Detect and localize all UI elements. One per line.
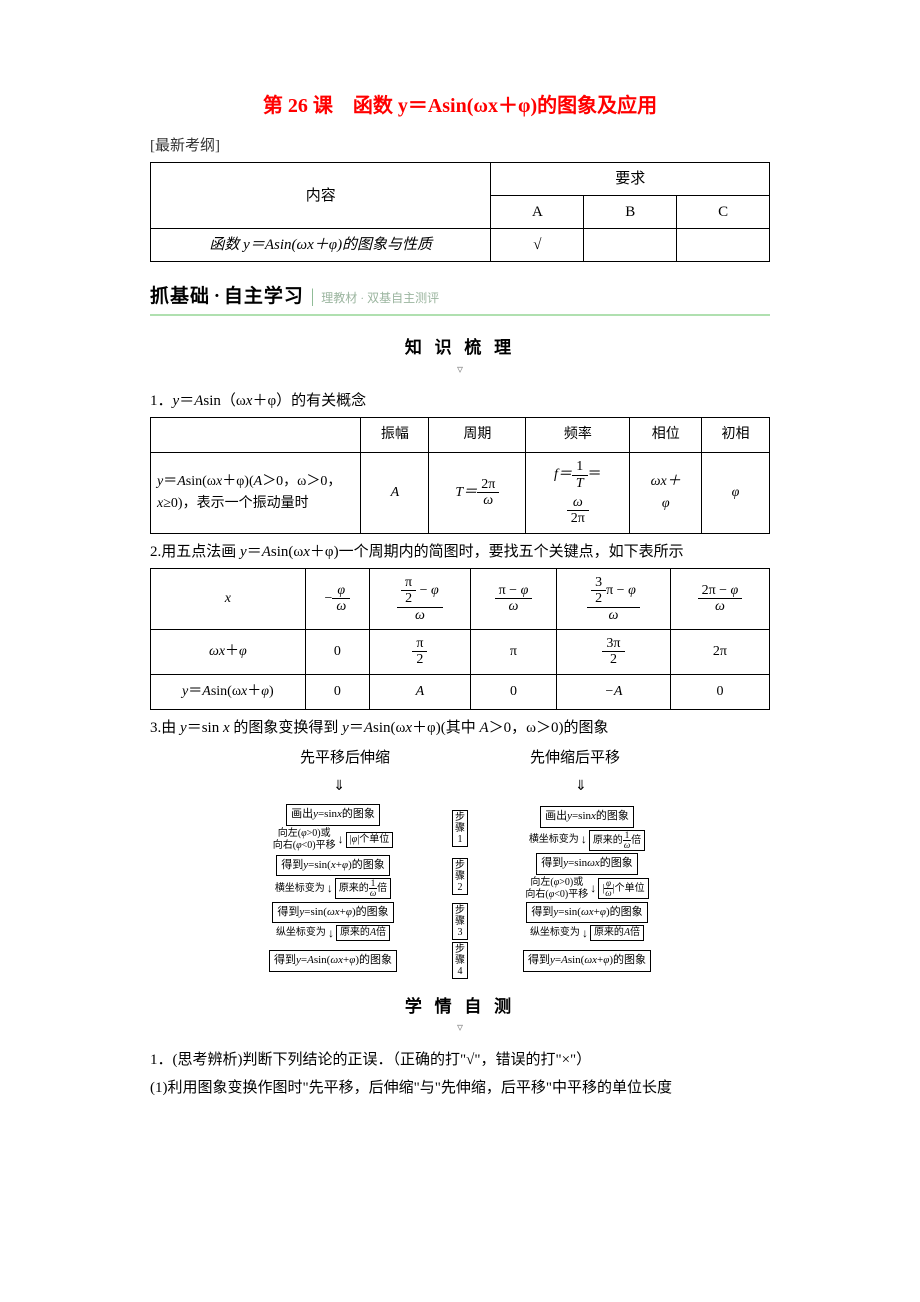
fp-r1-c5: 2π − φω <box>670 568 769 629</box>
concept-intro: 1．y＝Asin（ωx＋φ）的有关概念 <box>150 389 770 413</box>
fp-r2-c2: π2 <box>369 629 470 674</box>
flow-right-b2: 得到y=sin ωx的图象 <box>536 853 638 875</box>
concept-phase: ωx＋φ <box>630 453 702 534</box>
flow-left-b3: 得到y=sin(ωx+φ)的图象 <box>272 902 393 924</box>
flow-left-b2: 得到y=sin(x+φ)的图象 <box>276 855 389 877</box>
concept-h4: 相位 <box>630 417 702 452</box>
req-col-content: 内容 <box>151 163 491 229</box>
flow-left-n1box: |φ|个单位 <box>346 832 394 848</box>
step-2: 步骤2 <box>452 858 468 895</box>
req-mark-c <box>677 229 770 262</box>
flow-right-n1box: 原来的1ω倍 <box>589 830 645 851</box>
section-bar: 抓基础 · 自主学习 | 理教材 · 双基自主测评 <box>150 282 770 316</box>
flow-right-n3box: 原来的A倍 <box>590 925 644 941</box>
down-arrows: ⇓ ⇓ <box>150 776 770 798</box>
concept-h0 <box>151 417 361 452</box>
flow-right-n1a: 横坐标变为 <box>529 834 579 846</box>
transform-labels: 先平移后伸缩 先伸缩后平移 <box>150 746 770 770</box>
concept-h3: 频率 <box>526 417 630 452</box>
concept-amp: A <box>361 453 429 534</box>
flowchart: 画出y=sin x的图象 向左(φ>0)或向右(φ<0)平移 ↓ |φ|个单位 … <box>150 804 770 979</box>
step-4: 步骤4 <box>452 942 468 979</box>
req-col-b: B <box>584 196 677 229</box>
fp-r2-label: ωx＋φ <box>151 629 306 674</box>
section-dot: · <box>214 286 220 307</box>
fp-r3-c1: 0 <box>305 674 369 709</box>
transform-right-label: 先伸缩后平移 <box>530 746 620 770</box>
fp-r2-c1: 0 <box>305 629 369 674</box>
fp-r1-c1: −φω <box>305 568 369 629</box>
concept-freq: f＝1T＝ ω2π <box>526 453 630 534</box>
concept-init-phase: φ <box>702 453 770 534</box>
q1-intro: 1．(思考辨析)判断下列结论的正误．（正确的打"√"，错误的打"×"） <box>150 1048 770 1072</box>
flow-left-n3a: 纵坐标变为 <box>276 927 326 939</box>
fp-r1-c3: π − φω <box>470 568 556 629</box>
knowledge-title: 知 识 梳 理 <box>150 334 770 361</box>
req-mark-b <box>584 229 677 262</box>
concept-table: 振幅 周期 频率 相位 初相 y＝Asin(ωx＋φ)(A＞0，ω＞0，x≥0)… <box>150 417 770 534</box>
flow-right-n2: 向左(φ>0)或向右(φ<0)平移 <box>525 877 588 901</box>
flow-left-n2box: 原来的1ω倍 <box>335 878 391 899</box>
concept-period: T＝2πω <box>429 453 526 534</box>
flow-right-n2box: |φω|个单位 <box>598 878 648 899</box>
flow-right-b1: 画出y=sin x的图象 <box>540 806 634 828</box>
lesson-title: 第 26 课 函数 y＝Asin(ωx＋φ)的图象及应用 <box>150 90 770 122</box>
req-row-label: 函数 y＝Asin(ωx＋φ)的图象与性质 <box>151 229 491 262</box>
flow-right-b3: 得到y=sin(ωx+φ)的图象 <box>526 902 647 924</box>
flow-left-b4: 得到y=Asin(ωx+φ)的图象 <box>269 950 397 972</box>
transform-intro: 3.由 y＝sin x 的图象变换得到 y＝Asin(ωx＋φ)(其中 A＞0，… <box>150 716 770 740</box>
flow-left-b1: 画出y=sin x的图象 <box>286 804 380 826</box>
section-right: 理教材 · 双基自主测评 <box>321 291 439 305</box>
transform-left-label: 先平移后伸缩 <box>300 746 390 770</box>
flow-left-n2a: 横坐标变为 <box>275 883 325 895</box>
flow-left-n1: 向左(φ>0)或向右(φ<0)平移 <box>273 828 336 852</box>
flow-right-b4: 得到y=Asin(ωx+φ)的图象 <box>523 950 651 972</box>
fp-r3-c2: A <box>369 674 470 709</box>
concept-h1: 振幅 <box>361 417 429 452</box>
fp-r2-c4: 3π2 <box>557 629 671 674</box>
q1-1: (1)利用图象变换作图时"先平移，后伸缩"与"先伸缩，后平移"中平移的单位长度 <box>150 1076 770 1100</box>
section-left2: 自主学习 <box>224 286 304 307</box>
section-left1: 抓基础 <box>150 286 210 307</box>
req-mark-a: √ <box>491 229 584 262</box>
down-arrow-left-icon: ⇓ <box>333 776 345 798</box>
fp-r1-label: x <box>151 568 306 629</box>
fp-r3-c4: −A <box>557 674 671 709</box>
step-3: 步骤3 <box>452 903 468 940</box>
concept-h5: 初相 <box>702 417 770 452</box>
five-point-intro: 2.用五点法画 y＝Asin(ωx＋φ)一个周期内的简图时，要找五个关键点，如下… <box>150 540 770 564</box>
req-col-group: 要求 <box>491 163 770 196</box>
fp-r3-c5: 0 <box>670 674 769 709</box>
concept-row-label: y＝Asin(ωx＋φ)(A＞0，ω＞0，x≥0)，表示一个振动量时 <box>151 453 361 534</box>
fp-r3-c3: 0 <box>470 674 556 709</box>
fp-r3-label: y＝Asin(ωx＋φ) <box>151 674 306 709</box>
self-test-arrow-icon: ▿ <box>150 1018 770 1037</box>
fp-r1-c4: 32π − φω <box>557 568 671 629</box>
req-col-c: C <box>677 196 770 229</box>
fp-r1-c2: π2 − φω <box>369 568 470 629</box>
exam-note: [最新考纲] <box>150 134 770 158</box>
req-col-a: A <box>491 196 584 229</box>
five-point-table: x −φω π2 − φω π − φω 32π − φω 2π − φω ωx… <box>150 568 770 710</box>
fp-r2-c3: π <box>470 629 556 674</box>
self-test-title: 学 情 自 测 <box>150 993 770 1020</box>
flow-left-n3box: 原来的A倍 <box>336 925 390 941</box>
fp-r2-c5: 2π <box>670 629 769 674</box>
flow-right-n3a: 纵坐标变为 <box>530 927 580 939</box>
knowledge-arrow-icon: ▿ <box>150 360 770 379</box>
concept-h2: 周期 <box>429 417 526 452</box>
section-pipe: | <box>311 286 315 307</box>
step-1: 步骤1 <box>452 810 468 847</box>
down-arrow-right-icon: ⇓ <box>575 776 587 798</box>
requirements-table: 内容 要求 A B C 函数 y＝Asin(ωx＋φ)的图象与性质 √ <box>150 162 770 262</box>
